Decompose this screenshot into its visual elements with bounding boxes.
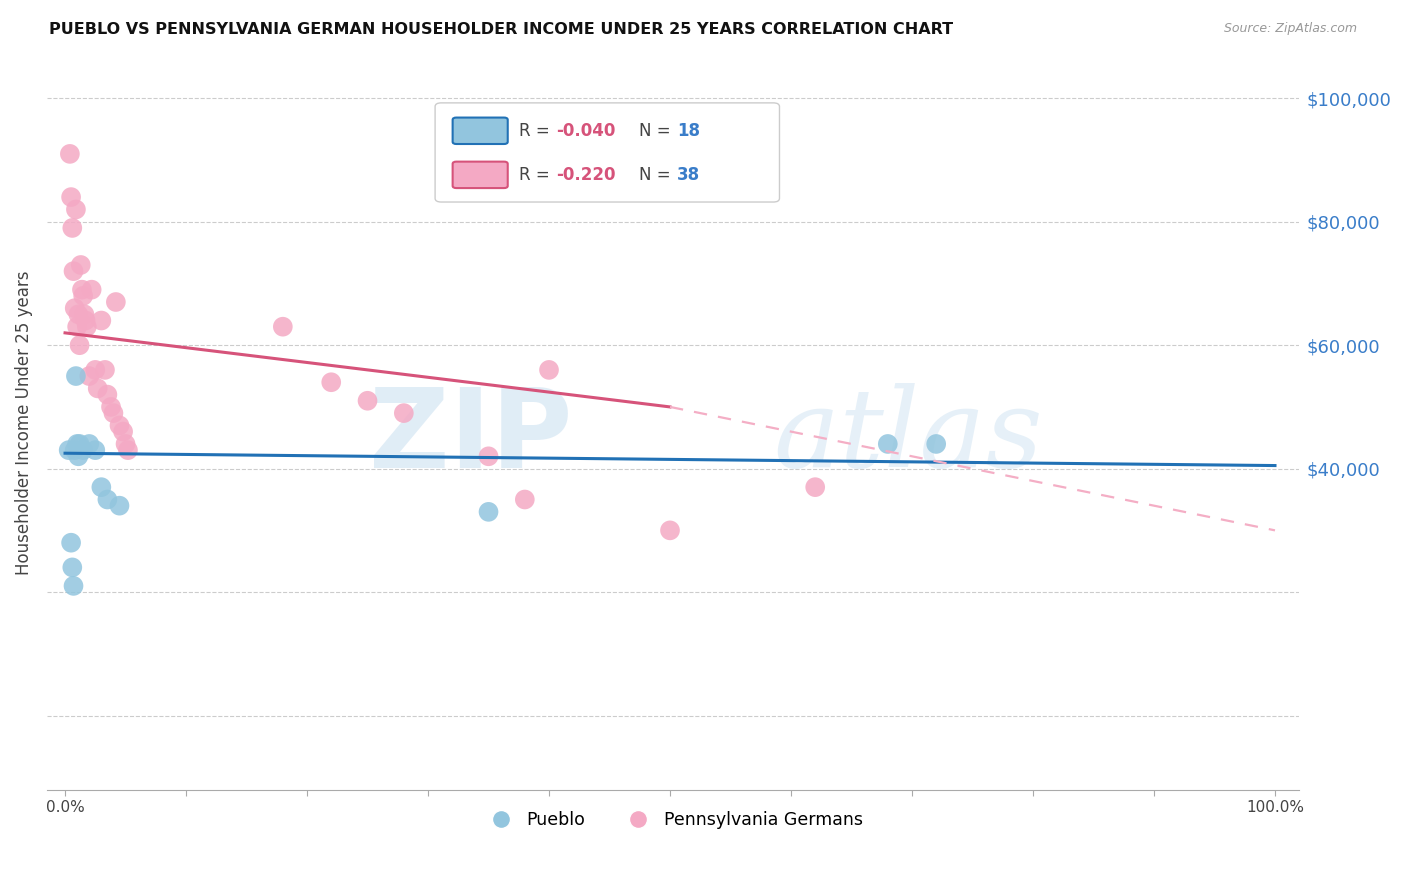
Y-axis label: Householder Income Under 25 years: Householder Income Under 25 years bbox=[15, 270, 32, 574]
Point bbox=[84, 443, 107, 458]
Point bbox=[100, 400, 122, 414]
Point bbox=[60, 221, 83, 235]
Point bbox=[659, 524, 682, 538]
Point bbox=[392, 406, 415, 420]
Point bbox=[103, 406, 125, 420]
Text: N =: N = bbox=[640, 122, 676, 140]
Point bbox=[69, 258, 91, 272]
Point bbox=[65, 369, 87, 384]
Point bbox=[66, 437, 89, 451]
Point bbox=[58, 443, 80, 458]
Point bbox=[66, 319, 89, 334]
Text: R =: R = bbox=[519, 122, 555, 140]
Point bbox=[356, 393, 378, 408]
Point bbox=[117, 443, 139, 458]
Point bbox=[114, 437, 136, 451]
Point bbox=[112, 425, 135, 439]
Point bbox=[65, 202, 87, 217]
Point bbox=[67, 450, 90, 464]
Point bbox=[70, 283, 93, 297]
Point bbox=[76, 319, 98, 334]
Point bbox=[84, 363, 107, 377]
Point bbox=[80, 283, 103, 297]
Point bbox=[96, 387, 118, 401]
FancyBboxPatch shape bbox=[453, 161, 508, 188]
Point bbox=[60, 190, 83, 204]
Text: -0.040: -0.040 bbox=[557, 122, 616, 140]
Point bbox=[477, 450, 499, 464]
Text: Source: ZipAtlas.com: Source: ZipAtlas.com bbox=[1223, 22, 1357, 36]
Legend: Pueblo, Pennsylvania Germans: Pueblo, Pennsylvania Germans bbox=[477, 804, 870, 836]
Point bbox=[925, 437, 948, 451]
Text: 18: 18 bbox=[676, 122, 700, 140]
Point bbox=[72, 443, 94, 458]
Point bbox=[108, 499, 131, 513]
Text: R =: R = bbox=[519, 166, 555, 184]
Point bbox=[67, 307, 90, 321]
Text: 38: 38 bbox=[676, 166, 700, 184]
Point bbox=[108, 418, 131, 433]
Point bbox=[90, 313, 112, 327]
Point bbox=[94, 363, 117, 377]
Point bbox=[90, 480, 112, 494]
FancyBboxPatch shape bbox=[434, 103, 779, 202]
Point bbox=[804, 480, 827, 494]
Point bbox=[537, 363, 560, 377]
Point bbox=[63, 301, 86, 315]
Point bbox=[69, 437, 91, 451]
Point bbox=[271, 319, 294, 334]
Point bbox=[86, 381, 108, 395]
Point bbox=[477, 505, 499, 519]
Point bbox=[96, 492, 118, 507]
FancyBboxPatch shape bbox=[453, 118, 508, 144]
Point bbox=[72, 289, 94, 303]
Point bbox=[77, 437, 100, 451]
Point bbox=[63, 443, 86, 458]
Point bbox=[62, 579, 84, 593]
Point bbox=[321, 376, 343, 390]
Point bbox=[77, 369, 100, 384]
Text: N =: N = bbox=[640, 166, 676, 184]
Point bbox=[60, 560, 83, 574]
Text: PUEBLO VS PENNSYLVANIA GERMAN HOUSEHOLDER INCOME UNDER 25 YEARS CORRELATION CHAR: PUEBLO VS PENNSYLVANIA GERMAN HOUSEHOLDE… bbox=[49, 22, 953, 37]
Text: ZIP: ZIP bbox=[370, 384, 572, 491]
Point bbox=[513, 492, 536, 507]
Point bbox=[73, 307, 96, 321]
Point bbox=[876, 437, 898, 451]
Point bbox=[59, 147, 82, 161]
Point bbox=[60, 535, 83, 549]
Point bbox=[69, 338, 91, 352]
Point bbox=[104, 295, 127, 310]
Text: atlas: atlas bbox=[773, 384, 1043, 491]
Text: -0.220: -0.220 bbox=[557, 166, 616, 184]
Point bbox=[75, 313, 97, 327]
Point bbox=[62, 264, 84, 278]
